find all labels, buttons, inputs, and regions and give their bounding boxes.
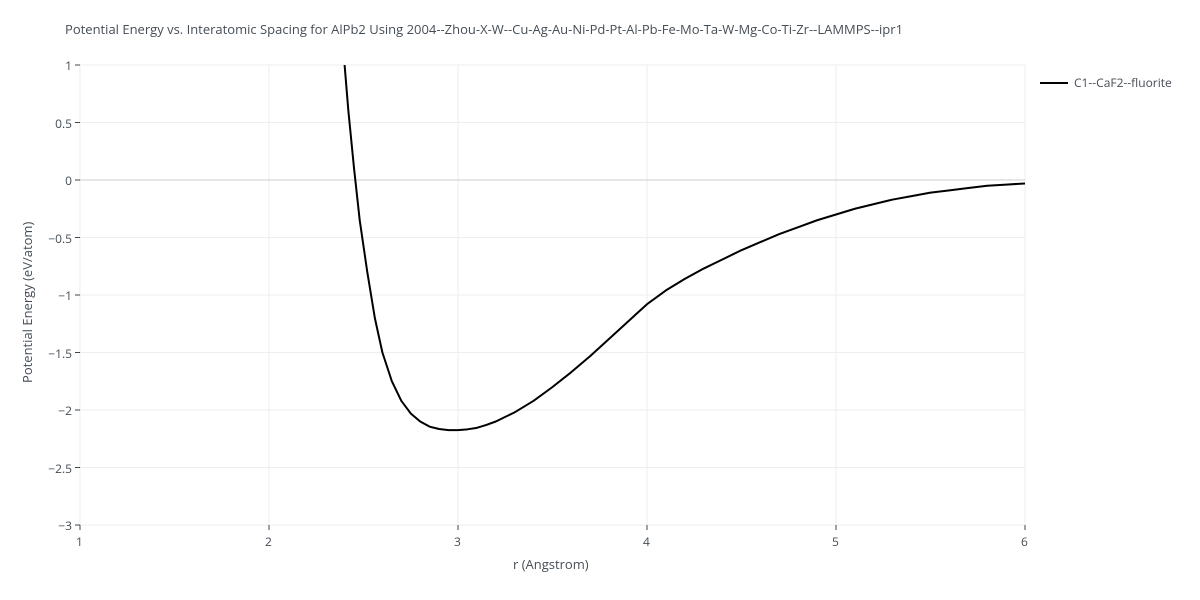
legend-swatch <box>1040 82 1068 84</box>
legend[interactable]: C1--CaF2--fluorite <box>1040 74 1172 91</box>
y-tick: −0.5 <box>48 230 72 247</box>
x-tick: 2 <box>265 533 272 550</box>
x-tick: 6 <box>1021 533 1028 550</box>
legend-label: C1--CaF2--fluorite <box>1074 74 1172 91</box>
chart-title: Potential Energy vs. Interatomic Spacing… <box>65 20 903 38</box>
x-axis-label: r (Angstrom) <box>513 555 589 573</box>
y-tick: −1 <box>58 287 72 304</box>
y-tick: −3 <box>58 517 72 534</box>
y-tick: −2.5 <box>48 460 72 477</box>
y-tick: 1 <box>65 57 72 74</box>
y-tick: 0 <box>65 172 72 189</box>
y-tick: −2 <box>58 402 72 419</box>
plot-area[interactable] <box>74 59 1031 531</box>
x-tick: 5 <box>832 533 839 550</box>
x-tick: 4 <box>643 533 650 550</box>
x-tick: 3 <box>454 533 461 550</box>
y-axis-label: Potential Energy (eV/atom) <box>18 222 36 383</box>
y-tick: −1.5 <box>48 345 72 362</box>
x-tick: 1 <box>76 533 83 550</box>
chart-container: Potential Energy vs. Interatomic Spacing… <box>0 0 1200 600</box>
y-tick: 0.5 <box>55 115 72 132</box>
